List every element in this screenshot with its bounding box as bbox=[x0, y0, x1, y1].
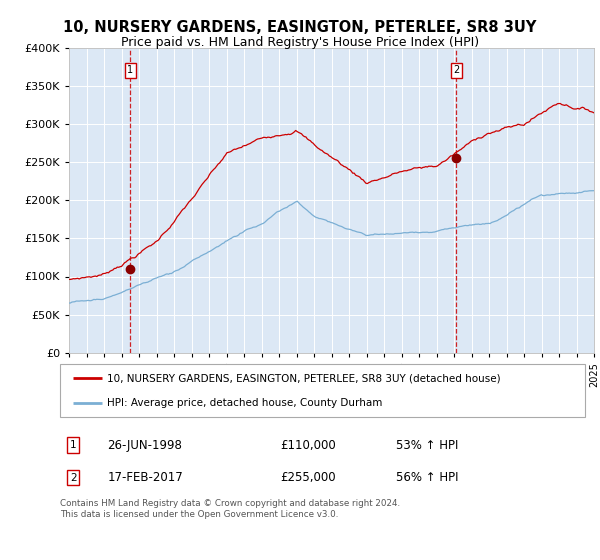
Text: 1: 1 bbox=[70, 440, 76, 450]
Text: HPI: Average price, detached house, County Durham: HPI: Average price, detached house, Coun… bbox=[107, 398, 383, 408]
Text: 1: 1 bbox=[127, 66, 133, 76]
Text: 10, NURSERY GARDENS, EASINGTON, PETERLEE, SR8 3UY: 10, NURSERY GARDENS, EASINGTON, PETERLEE… bbox=[64, 20, 536, 35]
Text: £110,000: £110,000 bbox=[281, 438, 336, 452]
Text: 53% ↑ HPI: 53% ↑ HPI bbox=[396, 438, 458, 452]
Text: Contains HM Land Registry data © Crown copyright and database right 2024.
This d: Contains HM Land Registry data © Crown c… bbox=[60, 500, 400, 519]
Text: 56% ↑ HPI: 56% ↑ HPI bbox=[396, 471, 458, 484]
Text: 10, NURSERY GARDENS, EASINGTON, PETERLEE, SR8 3UY (detached house): 10, NURSERY GARDENS, EASINGTON, PETERLEE… bbox=[107, 374, 501, 384]
Text: 2: 2 bbox=[453, 66, 459, 76]
Text: £255,000: £255,000 bbox=[281, 471, 336, 484]
Text: Price paid vs. HM Land Registry's House Price Index (HPI): Price paid vs. HM Land Registry's House … bbox=[121, 36, 479, 49]
Text: 26-JUN-1998: 26-JUN-1998 bbox=[107, 438, 182, 452]
Text: 2: 2 bbox=[70, 473, 76, 483]
Text: 17-FEB-2017: 17-FEB-2017 bbox=[107, 471, 183, 484]
